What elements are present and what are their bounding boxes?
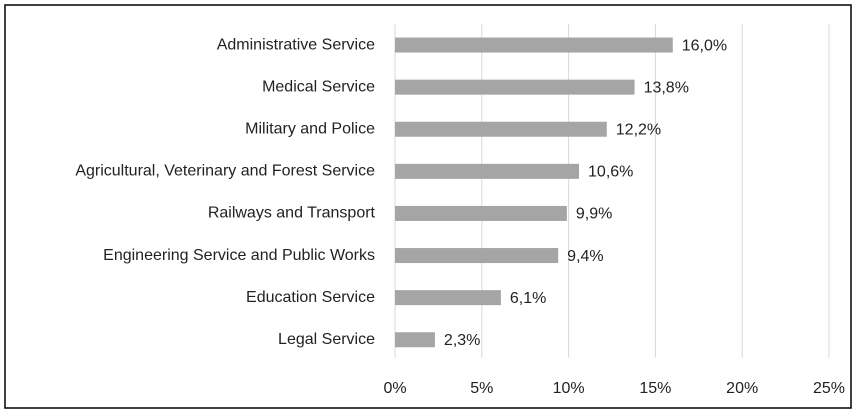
bar (395, 332, 435, 348)
x-tick-label: 20% (726, 380, 758, 397)
y-tick-label: Engineering Service and Public Works (103, 247, 375, 264)
value-label: 9,9% (576, 206, 612, 223)
value-label: 13,8% (644, 79, 689, 96)
bar (395, 121, 607, 137)
value-label: 12,2% (616, 121, 661, 138)
value-label: 10,6% (588, 164, 633, 181)
y-tick-label: Agricultural, Veterinary and Forest Serv… (75, 163, 375, 180)
y-tick-label: Legal Service (278, 331, 375, 348)
y-tick-label: Railways and Transport (208, 205, 376, 222)
x-tick-label: 25% (813, 380, 845, 397)
value-label: 9,4% (567, 248, 603, 265)
bar (395, 37, 673, 53)
x-tick-label: 0% (383, 380, 406, 397)
value-label: 2,3% (444, 332, 480, 349)
x-tick-label: 5% (470, 380, 493, 397)
y-tick-label: Military and Police (245, 120, 375, 137)
y-tick-label: Administrative Service (217, 36, 375, 53)
bar (395, 290, 501, 306)
x-tick-label: 15% (639, 380, 671, 397)
value-label: 16,0% (682, 37, 727, 54)
x-tick-label: 10% (553, 380, 585, 397)
y-tick-label: Education Service (246, 289, 375, 306)
bar (395, 79, 635, 95)
bar (395, 205, 567, 221)
y-tick-label: Medical Service (262, 78, 375, 95)
value-label: 6,1% (510, 290, 546, 307)
bar (395, 248, 559, 264)
bar (395, 163, 580, 179)
